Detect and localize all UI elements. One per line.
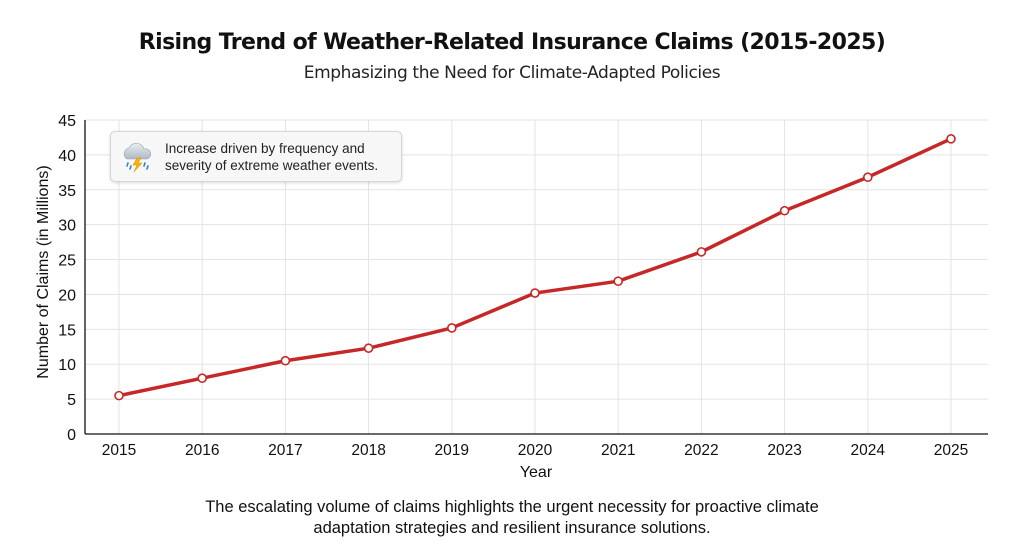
x-tick-label: 2016 xyxy=(185,442,219,459)
y-tick-labels: 0 5 10 15 20 25 30 35 40 45 xyxy=(58,113,76,444)
data-point-2020 xyxy=(530,288,540,298)
y-tick-label: 5 xyxy=(67,392,76,409)
data-point-2019 xyxy=(446,323,457,333)
y-tick-label: 25 xyxy=(58,253,76,270)
data-point-2015 xyxy=(114,390,124,401)
x-tick-label: 2017 xyxy=(268,442,302,459)
axes xyxy=(84,120,988,435)
data-point-2025 xyxy=(946,134,956,144)
data-point-2021 xyxy=(613,276,624,286)
data-point-2017 xyxy=(280,355,291,366)
x-tick-label: 2025 xyxy=(934,442,968,459)
data-point-2023 xyxy=(779,205,790,216)
chart-subtitle: Emphasizing the Need for Climate-Adapted… xyxy=(303,63,721,83)
x-tick-labels: 2015 2016 2017 2018 2019 2020 2021 2022 2023 2024… xyxy=(102,442,968,459)
y-axis-label: Number of Claims (in Millions) xyxy=(35,165,52,378)
annotation-line-2: severity of extreme weather events. xyxy=(165,158,379,173)
y-tick-label: 10 xyxy=(58,357,76,374)
x-tick-label: 2024 xyxy=(851,442,886,459)
chart-caption: The escalating volume of claims highligh… xyxy=(0,497,1024,539)
series-claims xyxy=(114,134,956,401)
y-tick-label: 40 xyxy=(58,148,76,165)
x-tick-label: 2021 xyxy=(601,442,635,459)
x-axis-label: Year xyxy=(520,464,553,481)
x-tick-label: 2020 xyxy=(518,442,553,459)
data-point-2018 xyxy=(363,343,374,353)
y-tick-label: 45 xyxy=(58,113,76,130)
y-tick-label: 0 xyxy=(67,427,76,444)
annotation-line-1: Increase driven by frequency and xyxy=(165,141,365,156)
x-tick-label: 2023 xyxy=(767,442,801,459)
x-tick-label: 2019 xyxy=(435,442,469,459)
caption-line-2: adaptation strategies and resilient insu… xyxy=(313,519,711,537)
data-point-2022 xyxy=(696,247,707,257)
chart-title: Rising Trend of Weather-Related Insuranc… xyxy=(138,30,886,55)
y-tick-label: 35 xyxy=(58,183,76,200)
y-tick-label: 15 xyxy=(58,322,76,339)
y-tick-label: 20 xyxy=(58,287,76,304)
caption-line-1: The escalating volume of claims highligh… xyxy=(205,498,819,516)
storm-cloud-lightning-icon xyxy=(123,142,151,173)
y-tick-label: 30 xyxy=(58,218,76,235)
x-tick-label: 2022 xyxy=(684,442,718,459)
x-tick-label: 2018 xyxy=(351,442,385,459)
annotation-box: Increase driven by frequency and severit… xyxy=(110,131,402,182)
annotation-text: Increase driven by frequency and severit… xyxy=(165,140,401,174)
data-point-2024 xyxy=(862,172,873,183)
x-tick-label: 2015 xyxy=(102,442,136,459)
data-point-2016 xyxy=(197,373,207,383)
